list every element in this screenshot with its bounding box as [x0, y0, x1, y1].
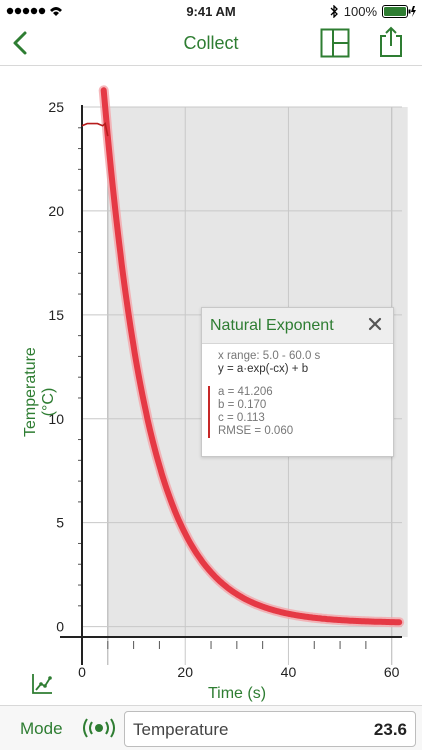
sensor-meter[interactable]: Temperature 23.6 [124, 711, 416, 747]
fit-equation: y = a·exp(-cx) + b [218, 363, 309, 375]
curve-fit-body: x range: 5.0 - 60.0 s y = a·exp(-cx) + b… [202, 344, 393, 438]
data-series-line [81, 122, 109, 137]
fit-color-bar [208, 386, 210, 438]
graph-tools-icon[interactable] [31, 673, 53, 695]
fit-rmse: RMSE = 0.060 [218, 425, 294, 437]
y-tick-label: 0 [56, 619, 64, 635]
signal-strength-icon [6, 7, 62, 16]
battery-icon [382, 5, 416, 18]
chevron-left-icon[interactable] [10, 30, 30, 56]
battery-percent: 100% [343, 4, 377, 19]
bluetooth-icon [330, 5, 338, 18]
y-tick-label: 20 [48, 203, 64, 219]
curve-fit-header: Natural Exponent [202, 308, 393, 344]
y-axis-label: Temperature (°C) [22, 347, 57, 437]
x-tick-label: 0 [78, 664, 86, 680]
mode-button[interactable]: Mode [20, 719, 63, 738]
nav-bar: Collect [0, 22, 422, 66]
fit-parameters: a = 41.206 b = 0.170 c = 0.113 RMSE = 0.… [208, 386, 393, 438]
page-title: Collect [183, 33, 239, 53]
fit-x-range: x range: 5.0 - 60.0 s [218, 350, 321, 362]
sensor-signal-icon[interactable] [82, 718, 116, 738]
y-tick-label: 10 [48, 411, 64, 427]
y-tick-label: 25 [48, 99, 64, 115]
x-tick-label: 20 [177, 664, 193, 680]
status-bar: 9:41 AM 100% [0, 0, 422, 22]
fit-param-b: b = 0.170 [218, 399, 267, 411]
share-icon[interactable] [378, 26, 404, 58]
close-icon[interactable] [367, 316, 383, 332]
fit-param-a: a = 41.206 [218, 386, 273, 398]
fit-curve [100, 87, 403, 626]
graph-area[interactable]: 0 5 10 15 20 25 0 20 40 60 Temperature (°C) Time … [0, 67, 422, 705]
sensor-value: 23.6 [373, 720, 407, 739]
x-tick-label: 60 [384, 664, 400, 680]
x-tick-label: 40 [281, 664, 297, 680]
y-tick-label: 15 [48, 307, 64, 323]
status-time: 9:41 AM [186, 4, 236, 19]
sensor-name: Temperature [133, 720, 229, 739]
curve-fit-title: Natural Exponent [210, 317, 334, 334]
x-axis-label: Time (s) [207, 685, 267, 702]
curve-fit-popup: Natural Exponent x range: 5.0 - 60.0 s y… [201, 307, 394, 457]
fit-param-c: c = 0.113 [218, 412, 265, 424]
layout-icon[interactable] [320, 28, 350, 58]
bottom-bar: Mode Temperature 23.6 [0, 705, 422, 750]
y-tick-label: 5 [56, 515, 64, 531]
